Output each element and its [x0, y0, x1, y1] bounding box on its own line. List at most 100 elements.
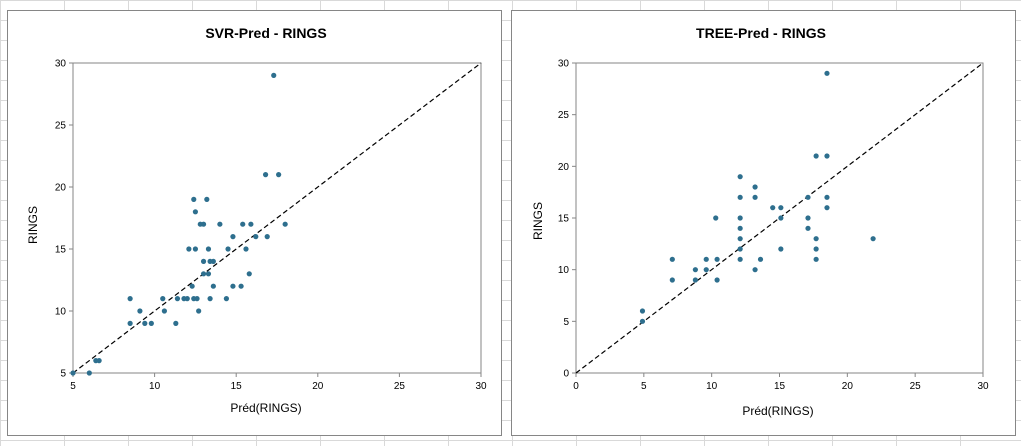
tree-data-point: [692, 277, 698, 283]
svr-y-tick-label: 15: [55, 245, 67, 256]
svr-data-point: [70, 370, 76, 376]
svr-data-point: [225, 246, 231, 252]
svr-data-point: [148, 320, 154, 326]
tree-data-point: [714, 256, 720, 262]
svr-data-point: [194, 296, 200, 302]
svr-data-point: [276, 172, 282, 178]
tree-data-point: [737, 236, 743, 242]
svr-data-point: [96, 358, 102, 364]
tree-data-point: [870, 236, 876, 242]
svr-data-point: [264, 234, 270, 240]
svr-x-tick-label: 25: [394, 381, 406, 392]
svr-x-tick-label: 10: [149, 381, 161, 392]
tree-y-tick-label: 0: [563, 369, 569, 380]
tree-data-point: [778, 205, 784, 211]
tree-data-point: [737, 246, 743, 252]
tree-x-tick-label: 5: [641, 381, 647, 392]
svr-data-point: [137, 308, 143, 314]
svr-data-point: [191, 196, 197, 202]
svr-data-point: [200, 271, 207, 277]
tree-x-tick-label: 15: [774, 381, 786, 392]
tree-chart-title: TREE-Pred - RINGS: [696, 25, 826, 41]
tree-data-point: [737, 256, 743, 262]
tree-y-axis-label: RINGS: [531, 202, 545, 240]
tree-data-point: [752, 184, 758, 190]
svr-reference-line: [72, 62, 482, 374]
svr-data-point: [127, 320, 133, 326]
tree-data-point: [824, 205, 830, 211]
tree-data-point: [778, 215, 784, 221]
tree-data-point: [824, 194, 830, 200]
svr-data-point: [174, 296, 181, 302]
svr-data-point: [240, 221, 246, 227]
svr-data-point: [189, 283, 195, 289]
tree-data-point: [752, 267, 758, 273]
svr-data-point: [243, 246, 249, 252]
tree-data-point: [737, 194, 743, 200]
svr-y-tick-label: 20: [55, 183, 67, 194]
tree-x-tick-label: 0: [573, 381, 579, 392]
tree-data-point: [805, 225, 811, 231]
tree-data-point: [737, 174, 743, 180]
tree-x-tick-label: 30: [977, 381, 989, 392]
tree-data-point: [737, 225, 743, 231]
svr-data-point: [262, 172, 269, 178]
svr-y-tick-label: 10: [55, 307, 67, 318]
tree-x-tick-label: 20: [842, 381, 854, 392]
svr-data-point: [210, 258, 216, 264]
svr-data-point: [238, 283, 244, 289]
tree-data-point: [813, 236, 819, 242]
tree-chart: TREE-Pred - RINGS Préd(RINGS) RINGS 0 5 10…: [511, 10, 1016, 436]
svr-data-point: [204, 196, 210, 202]
svr-data-point: [230, 283, 236, 289]
svr-data-point: [207, 296, 213, 302]
tree-x-axis-label: Préd(RINGS): [742, 404, 813, 418]
svr-data-point: [246, 271, 252, 277]
tree-data-point: [669, 277, 675, 283]
svr-data-point: [142, 320, 148, 326]
svr-x-tick-label: 20: [312, 381, 324, 392]
tree-data-point: [737, 215, 743, 221]
svr-data-point: [160, 296, 166, 302]
tree-y-tick-label: 30: [558, 59, 570, 70]
svr-data-point: [184, 296, 190, 302]
tree-y-tick-label: 10: [558, 265, 570, 276]
tree-data-point: [703, 256, 709, 262]
tree-data-point: [805, 194, 811, 200]
tree-data-point: [824, 70, 830, 76]
svr-data-point: [253, 234, 259, 240]
tree-data-point: [714, 277, 720, 283]
svr-data-point: [192, 246, 198, 252]
tree-x-tick-label: 25: [910, 381, 922, 392]
tree-y-tick-label: 15: [558, 214, 570, 225]
svr-data-point: [173, 320, 179, 326]
svr-data-point: [210, 283, 216, 289]
svr-data-point: [86, 370, 92, 376]
svr-data-point: [200, 258, 207, 264]
tree-data-point: [813, 256, 819, 262]
tree-data-point: [639, 318, 646, 324]
tree-data-point: [805, 215, 811, 221]
svr-data-point: [205, 271, 212, 277]
tree-data-point: [778, 246, 784, 252]
tree-data-point: [703, 267, 709, 273]
svr-x-tick-label: 30: [475, 381, 487, 392]
svr-plot-area: [72, 62, 482, 374]
svr-y-tick-label: 5: [60, 369, 66, 380]
svr-x-tick-label: 15: [231, 381, 243, 392]
svr-data-point: [192, 209, 198, 215]
tree-data-point: [824, 153, 830, 159]
tree-y-tick-label: 25: [558, 110, 570, 121]
tree-x-tick-label: 10: [706, 381, 718, 392]
tree-reference-line: [575, 62, 984, 374]
svr-chart-svg: SVR-Pred - RINGS Préd(RINGS) RINGS 5 10 15…: [26, 25, 487, 415]
tree-y-tick-label: 5: [563, 317, 569, 328]
tree-y-tick-label: 20: [558, 162, 570, 173]
tree-data-point: [639, 308, 646, 314]
tree-chart-svg: TREE-Pred - RINGS Préd(RINGS) RINGS 0 5 10…: [531, 25, 989, 418]
svr-data-point: [127, 296, 133, 302]
tree-data-point: [713, 215, 719, 221]
svr-x-axis-label: Préd(RINGS): [230, 401, 301, 415]
svr-data-point: [217, 221, 223, 227]
tree-data-point: [692, 267, 698, 273]
